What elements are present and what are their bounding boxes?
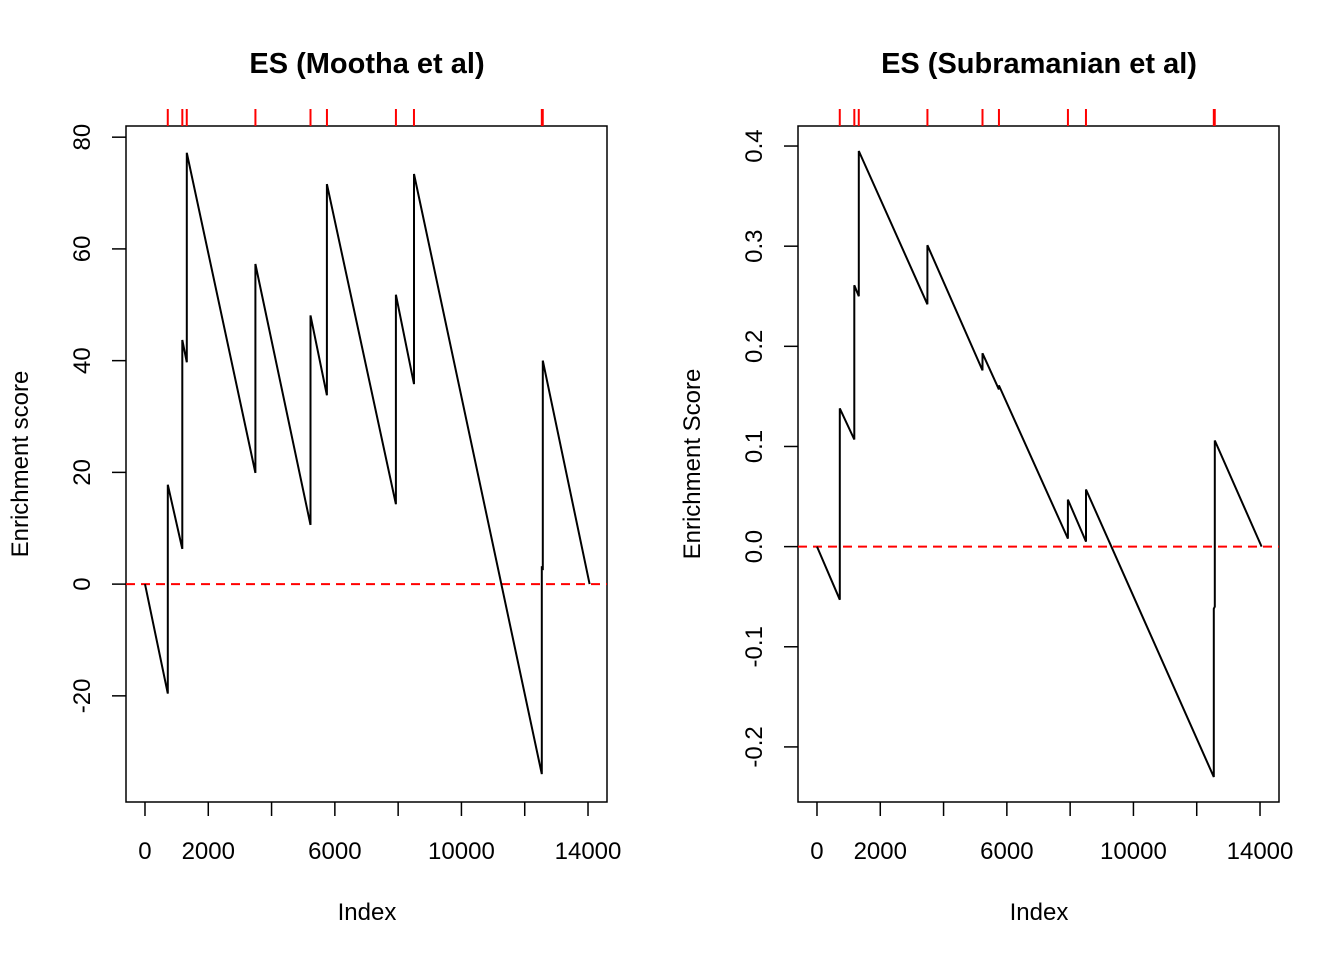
x-axis: 0 2000 6000 10000 14000	[810, 802, 1293, 865]
y-tick-label: 0	[69, 577, 96, 590]
y-axis-label: Enrichment score	[7, 371, 34, 558]
x-tick-label: 6000	[980, 838, 1033, 865]
y-tick-label: 0.2	[741, 330, 768, 363]
x-tick-label: 14000	[555, 838, 622, 865]
x-axis-label: Index	[1010, 899, 1069, 926]
x-tick-label: 2000	[182, 838, 235, 865]
y-tick-label: 60	[69, 236, 96, 263]
series-line	[816, 150, 1263, 778]
y-tick-label: -0.1	[741, 626, 768, 667]
chart-title: ES (Subramanian et al)	[881, 48, 1197, 80]
y-tick-label: 40	[69, 347, 96, 374]
chart-mootha: ES (Mootha et al) 0 2000 6000 10000 14000 -2…	[7, 48, 621, 926]
y-tick-label: -20	[69, 679, 96, 714]
x-tick-label: 10000	[1100, 838, 1167, 865]
y-tick-label: -0.2	[741, 726, 768, 767]
y-tick-label: 0.0	[741, 530, 768, 563]
series-layer	[144, 152, 591, 775]
chart-title: ES (Mootha et al)	[249, 48, 484, 80]
y-tick-label: 20	[69, 459, 96, 486]
y-axis-label: Enrichment Score	[679, 369, 706, 560]
plot-frame	[797, 125, 1280, 803]
x-tick-label: 6000	[308, 838, 361, 865]
y-tick-label: 0.3	[741, 229, 768, 262]
y-tick-label: 80	[69, 124, 96, 151]
y-tick-label: 0.4	[741, 129, 768, 162]
hit-marks	[166, 109, 544, 126]
y-tick-label: 0.1	[741, 430, 768, 463]
series-line	[144, 152, 591, 775]
x-tick-label: 0	[138, 838, 151, 865]
x-tick-label: 2000	[854, 838, 907, 865]
x-tick-label: 10000	[428, 838, 495, 865]
x-tick-label: 14000	[1227, 838, 1294, 865]
chart-subramanian: ES (Subramanian et al) 0 2000 6000 10000 140…	[679, 48, 1293, 926]
x-axis: 0 2000 6000 10000 14000	[138, 802, 621, 865]
y-axis: -0.2 -0.1 0.0 0.1 0.2 0.3 0.4	[741, 129, 798, 768]
hit-marks	[838, 109, 1216, 126]
plot-frame	[125, 125, 608, 803]
y-axis: -20 0 20 40 60 80	[69, 124, 126, 713]
x-tick-label: 0	[810, 838, 823, 865]
series-layer	[816, 150, 1263, 778]
x-axis-label: Index	[338, 899, 397, 926]
